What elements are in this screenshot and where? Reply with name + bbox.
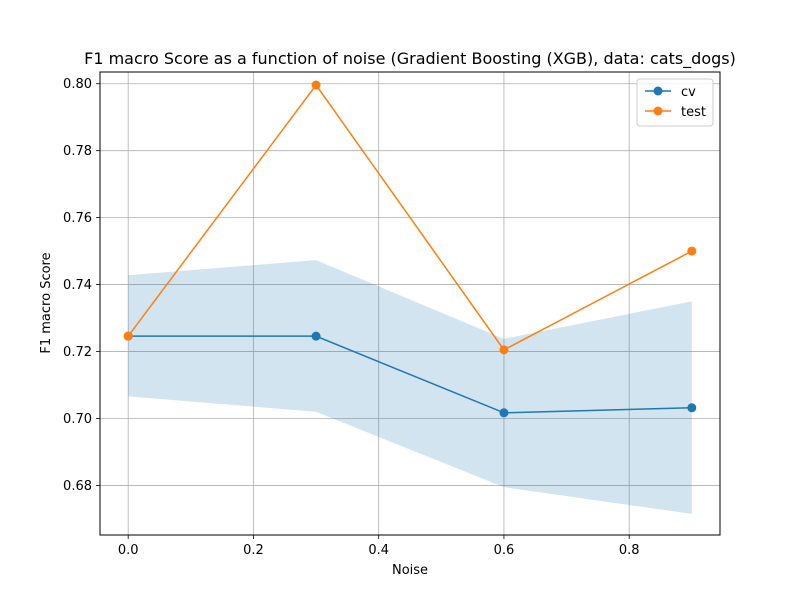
series-lines <box>123 80 697 418</box>
y-axis-ticks: 0.68 0.70 0.72 0.74 0.76 0.78 0.80 <box>63 77 100 494</box>
data-point-test <box>687 246 697 256</box>
x-tick-label: 0.6 <box>494 543 515 558</box>
plot-frame <box>99 71 721 536</box>
y-axis-label: F1 macro Score <box>39 252 54 353</box>
data-point-cv <box>687 403 697 413</box>
x-tick-label: 0.0 <box>118 543 139 558</box>
legend-label-cv: cv <box>681 85 696 100</box>
legend: cv test <box>636 78 714 127</box>
y-tick-label: 0.68 <box>63 479 92 494</box>
data-point-test <box>123 331 133 341</box>
x-axis-ticks: 0.0 0.2 0.4 0.6 0.8 <box>118 535 640 558</box>
plot-area <box>100 72 720 535</box>
x-tick-label: 0.8 <box>619 543 640 558</box>
y-tick-label: 0.78 <box>63 144 92 159</box>
y-tick-label: 0.72 <box>63 345 92 360</box>
confidence-bands <box>128 260 692 514</box>
chart-title: F1 macro Score as a function of noise (G… <box>84 49 736 69</box>
y-tick-label: 0.74 <box>63 278 92 293</box>
grid <box>100 72 720 535</box>
x-tick-label: 0.2 <box>243 543 264 558</box>
series-line-cv <box>128 335 692 414</box>
legend-label-test: test <box>681 105 706 120</box>
y-tick-label: 0.70 <box>63 412 92 427</box>
y-tick-label: 0.76 <box>63 211 92 226</box>
data-point-cv <box>311 331 321 341</box>
data-point-test <box>499 345 509 355</box>
legend-marker-cv <box>653 86 663 96</box>
legend-marker-test <box>653 106 663 116</box>
data-point-cv <box>499 408 509 418</box>
series-line-test <box>127 83 693 351</box>
x-tick-label: 0.4 <box>368 543 389 558</box>
confidence-band-cv <box>128 260 692 514</box>
x-axis-label: Noise <box>392 563 428 578</box>
data-point-test <box>311 80 321 90</box>
y-tick-label: 0.80 <box>63 77 92 92</box>
